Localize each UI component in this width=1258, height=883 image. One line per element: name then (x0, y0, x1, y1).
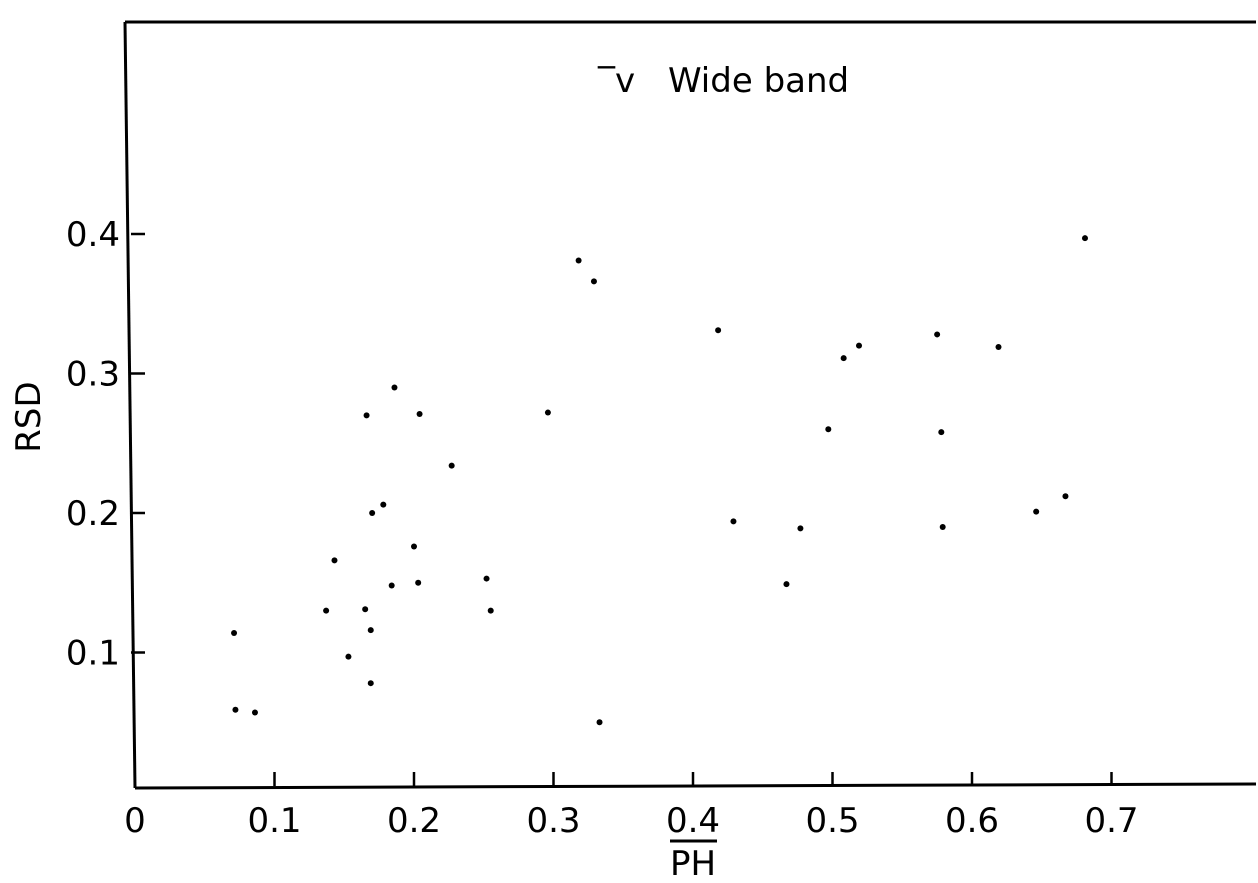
data-point (825, 426, 832, 433)
data-point (323, 607, 330, 614)
y-tick-label: 0.4 (66, 215, 120, 255)
data-point (730, 518, 737, 525)
y-tick-label: 0.3 (66, 355, 120, 395)
chart-title: ̅v Wide band (597, 61, 849, 101)
data-point (251, 709, 258, 716)
data-point (596, 719, 603, 726)
data-point (487, 607, 494, 614)
data-point (231, 629, 238, 636)
x-axis-line (134, 782, 1257, 790)
x-tick-label: 0 (124, 801, 146, 841)
data-point (1062, 493, 1069, 500)
data-point (415, 579, 422, 586)
data-point (448, 462, 455, 469)
data-point (483, 575, 490, 582)
data-point (938, 429, 945, 436)
x-tick-label: 0.4 (666, 801, 720, 841)
data-point (856, 342, 863, 349)
data-point (363, 412, 370, 419)
y-tick-label: 0.2 (66, 494, 120, 534)
data-point (590, 278, 597, 285)
data-point (575, 257, 582, 264)
data-point (995, 343, 1002, 350)
data-point (416, 410, 423, 417)
data-point (345, 653, 352, 660)
data-point (797, 525, 804, 532)
y-axis-ticks: 0.1 0.2 0.3 0.4 (66, 215, 145, 674)
y-axis-line (123, 21, 137, 789)
data-point (367, 680, 374, 687)
x-tick-label: 0.6 (945, 801, 999, 841)
data-point (715, 327, 722, 334)
data-point (1081, 235, 1088, 242)
data-point (411, 543, 417, 550)
y-tick-label: 0.1 (66, 634, 120, 674)
chart-title-text: Wide band (668, 61, 849, 101)
data-point (367, 627, 374, 634)
data-point (232, 706, 239, 713)
data-point (544, 409, 551, 416)
x-tick-label: 0.3 (526, 801, 580, 841)
chart-title-symbol: ̅v (597, 61, 635, 101)
data-point (380, 501, 387, 508)
x-axis-title: PH (670, 844, 716, 883)
data-point (331, 557, 338, 564)
x-tick-label: 0.1 (247, 801, 301, 841)
data-point (369, 510, 376, 516)
data-point (783, 581, 790, 588)
data-point (939, 523, 946, 530)
data-point (1033, 508, 1040, 515)
data-point (840, 355, 847, 362)
x-axis-ticks: 0 0.1 0.2 0.3 0.4 0.5 0.6 0.7 (124, 772, 1139, 841)
data-point (391, 384, 398, 391)
y-axis-title: RSD (9, 381, 49, 452)
data-point (362, 606, 369, 613)
x-tick-label: 0.5 (805, 801, 859, 841)
x-tick-label: 0.2 (387, 801, 441, 841)
data-points (231, 235, 1088, 726)
data-point (934, 331, 941, 338)
data-point (388, 582, 395, 589)
x-tick-label: 0.7 (1084, 801, 1138, 841)
